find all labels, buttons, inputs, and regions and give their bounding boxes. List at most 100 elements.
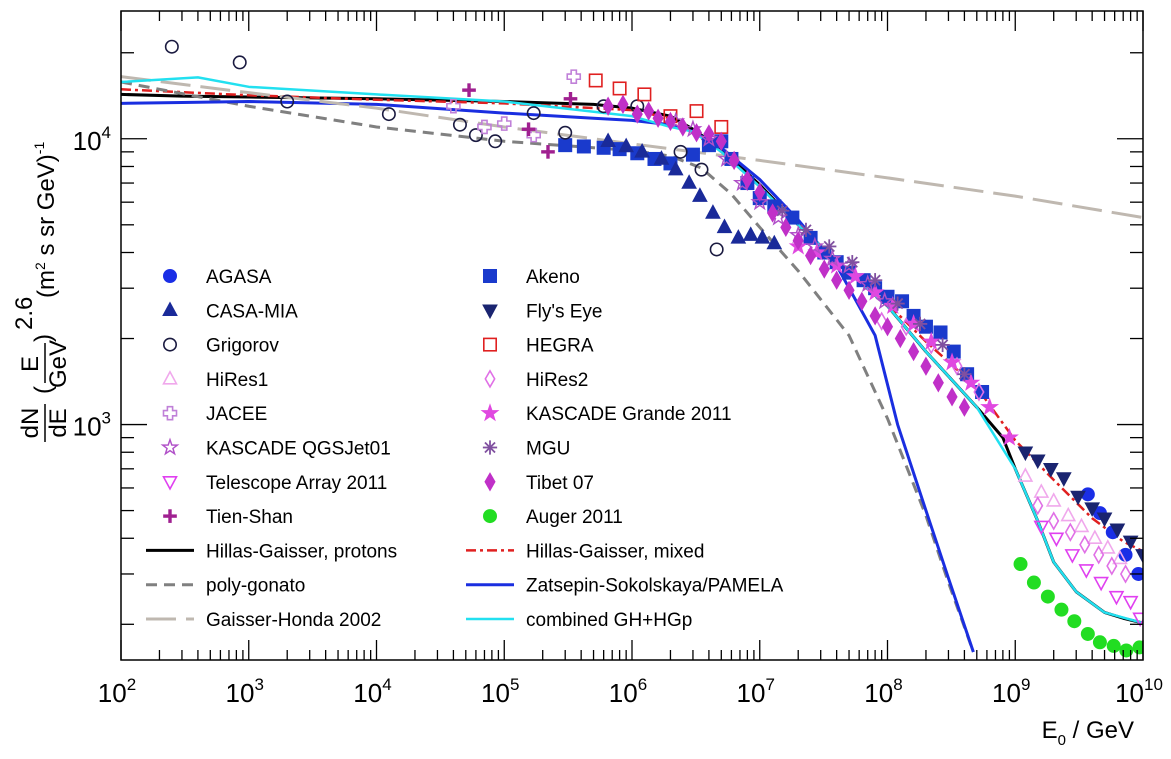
point-casa-mia [705, 204, 721, 219]
point-grigorov [468, 128, 483, 143]
y-title-dn: dN [17, 408, 44, 439]
point-hires1 [1045, 492, 1062, 507]
x-tick-label: 103 [226, 675, 264, 708]
point-casa-mia [692, 187, 708, 202]
legend-label: Grigorov [206, 336, 279, 357]
y-title-de: dE [45, 408, 72, 437]
legend-marker-akeno [482, 268, 497, 283]
legend-marker-casa-mia [162, 301, 178, 317]
legend-marker-hires1 [162, 370, 178, 385]
legend-marker-tibet-07 [484, 472, 496, 492]
point-grigorov [280, 94, 295, 109]
legend-entry-akeno: Akeno [482, 267, 580, 288]
point-mgu [957, 367, 972, 382]
legend-label: poly-gonato [206, 576, 305, 597]
series-hires1 [1017, 467, 1128, 565]
point-hegra [588, 73, 603, 88]
legend-label: KASCADE QGSJet01 [206, 439, 391, 460]
legend-entry-hillas-gaisser-mixed: Hillas-Gaisser, mixed [466, 541, 704, 562]
point-grigorov [673, 144, 688, 159]
point-hires2 [1064, 522, 1076, 542]
legend-label: Auger 2011 [526, 507, 623, 528]
legend-label: CASA-MIA [206, 301, 298, 322]
point-tien-shan [521, 122, 536, 137]
y-title-power: 2.6 [11, 297, 38, 330]
legend-entry-kascade-grande-2011: KASCADE Grande 2011 [480, 403, 732, 425]
point-hegra [637, 87, 652, 102]
legend-marker-grigorov [163, 337, 178, 352]
point-hegra [689, 104, 704, 119]
legend-label: Fly's Eye [526, 301, 602, 322]
point-casa-mia [618, 137, 635, 153]
point-fly-s-eye [1043, 463, 1059, 478]
point-casa-mia [766, 234, 783, 250]
series-akeno [558, 134, 990, 399]
legend-entry-gaisser-honda-2002: Gaisser-Honda 2002 [146, 610, 381, 631]
legend: AGASA Akeno CASA-MIA Fly's Eye Grigorov HEGRA… [146, 267, 784, 631]
point-grigorov [709, 242, 724, 257]
legend-entry-hires1: HiRes1 [162, 370, 268, 391]
point-auger-2011 [1054, 602, 1069, 617]
series-casa-mia [600, 132, 783, 250]
point-hires1 [1017, 467, 1034, 482]
point-akeno [558, 138, 573, 153]
point-hires1 [1073, 517, 1090, 533]
point-grigorov [488, 134, 503, 149]
point-fly-s-eye [1055, 472, 1072, 487]
point-casa-mia [667, 160, 684, 176]
point-mgu [890, 296, 905, 311]
x-tick-labels: 102 103 104 105 106 107 108 109 1010 [98, 675, 1163, 708]
curve-poly-gonato [121, 80, 975, 653]
point-casa-mia [716, 218, 733, 234]
legend-marker-fly-s-eye [482, 304, 498, 320]
point-jacee [496, 116, 512, 131]
point-tibet-07 [805, 245, 817, 266]
point-grigorov [526, 106, 541, 121]
point-telescope-array-2011 [1108, 590, 1125, 606]
series-tien-shan [462, 83, 578, 159]
legend-entry-kascade-qgsjet01: KASCADE QGSJet01 [160, 437, 391, 460]
point-tibet-07 [932, 373, 944, 393]
point-hires1 [1112, 549, 1128, 565]
point-akeno [785, 210, 800, 225]
point-tien-shan [563, 91, 578, 106]
point-kascade-grande-2011 [980, 397, 1000, 416]
point-tibet-07 [908, 341, 920, 362]
point-tibet-07 [958, 397, 970, 417]
legend-marker-agasa [163, 268, 178, 283]
legend-entry-poly-gonato: poly-gonato [146, 576, 305, 597]
point-kascade-qgsjet01 [822, 248, 842, 267]
point-tibet-07 [617, 94, 629, 114]
y-title-paren-open: ( [30, 386, 57, 394]
point-kascade-grande-2011 [865, 282, 885, 301]
x-tick-label: 107 [737, 675, 775, 708]
legend-entry-grigorov: Grigorov [163, 336, 279, 357]
y-title-e: E [17, 356, 44, 372]
point-kascade-grande-2011 [942, 352, 962, 371]
point-auger-2011 [1040, 589, 1055, 604]
legend-marker-telescope-array-2011 [162, 476, 178, 491]
legend-entry-jacee: JACEE [162, 404, 267, 425]
point-hires2 [1079, 534, 1091, 555]
point-auger-2011 [1106, 638, 1121, 653]
legend-label: Zatsepin-Sokolskaya/PAMELA [526, 576, 784, 597]
point-tibet-07 [780, 217, 792, 237]
legend-label: HiRes1 [206, 370, 268, 391]
legend-entry-mgu: MGU [482, 439, 570, 460]
point-akeno [975, 384, 990, 399]
y-tick-label: 104 [73, 123, 111, 156]
y-tick-label: 103 [73, 409, 111, 442]
y-title-unit: (m2 s sr GeV)-1 [31, 142, 60, 298]
point-tibet-07 [631, 104, 643, 124]
point-tibet-07 [856, 291, 868, 311]
point-kascade-qgsjet01 [839, 255, 859, 274]
x-tick-label: 105 [481, 675, 519, 708]
point-tibet-07 [602, 96, 614, 116]
series-hegra [588, 73, 729, 134]
point-fly-s-eye [1096, 512, 1113, 528]
legend-marker-tien-shan [163, 509, 177, 523]
curve-combined-gh-hgp [121, 76, 1143, 625]
legend-label: Gaisser-Honda 2002 [206, 610, 381, 631]
legend-entry-telescope-array-2011: Telescope Array 2011 [162, 473, 387, 494]
